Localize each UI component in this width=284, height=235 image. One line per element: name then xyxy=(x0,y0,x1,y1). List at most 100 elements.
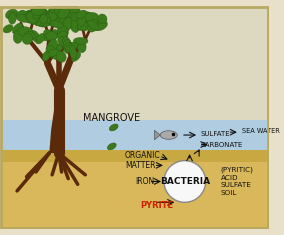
Ellipse shape xyxy=(84,12,92,24)
Ellipse shape xyxy=(29,13,40,24)
Ellipse shape xyxy=(49,11,59,21)
Ellipse shape xyxy=(40,11,47,21)
Polygon shape xyxy=(49,90,64,153)
Ellipse shape xyxy=(59,19,67,28)
Ellipse shape xyxy=(80,12,93,19)
Ellipse shape xyxy=(54,5,62,14)
Ellipse shape xyxy=(63,39,71,53)
Text: CARBONATE: CARBONATE xyxy=(201,141,243,148)
Ellipse shape xyxy=(88,20,99,30)
Ellipse shape xyxy=(3,25,13,33)
Ellipse shape xyxy=(45,12,56,23)
Ellipse shape xyxy=(33,19,45,26)
Ellipse shape xyxy=(47,39,57,53)
Ellipse shape xyxy=(59,2,68,13)
Ellipse shape xyxy=(109,124,118,131)
Text: (PYRITIC)
ACID
SULFATE
SOIL: (PYRITIC) ACID SULFATE SOIL xyxy=(221,167,254,196)
Circle shape xyxy=(164,161,206,202)
Ellipse shape xyxy=(36,33,45,44)
Ellipse shape xyxy=(40,14,47,24)
Ellipse shape xyxy=(49,9,57,23)
Ellipse shape xyxy=(33,10,42,19)
Text: MANGROVE: MANGROVE xyxy=(83,113,140,123)
Ellipse shape xyxy=(29,8,39,18)
Ellipse shape xyxy=(9,12,16,24)
Bar xyxy=(1,153,268,228)
Text: SEA WATER: SEA WATER xyxy=(242,128,279,134)
Ellipse shape xyxy=(53,9,61,21)
Ellipse shape xyxy=(25,11,36,20)
Text: ORGANIC
MATTER: ORGANIC MATTER xyxy=(125,151,161,170)
Ellipse shape xyxy=(88,19,98,32)
Ellipse shape xyxy=(77,20,89,31)
Ellipse shape xyxy=(62,17,72,32)
Ellipse shape xyxy=(57,31,68,39)
Ellipse shape xyxy=(58,36,70,47)
Ellipse shape xyxy=(77,19,87,31)
Bar xyxy=(1,150,268,162)
Ellipse shape xyxy=(59,8,71,19)
Ellipse shape xyxy=(67,4,80,15)
Bar xyxy=(1,7,268,120)
Ellipse shape xyxy=(49,44,63,51)
Ellipse shape xyxy=(16,15,31,22)
Ellipse shape xyxy=(5,9,18,19)
Ellipse shape xyxy=(62,37,72,50)
Ellipse shape xyxy=(62,8,70,20)
Ellipse shape xyxy=(39,8,48,17)
Ellipse shape xyxy=(59,14,74,24)
Ellipse shape xyxy=(48,13,57,22)
Text: SULFATE: SULFATE xyxy=(201,131,231,137)
Ellipse shape xyxy=(19,10,29,21)
Ellipse shape xyxy=(77,15,86,26)
Ellipse shape xyxy=(66,13,76,24)
Text: BACTERIA: BACTERIA xyxy=(160,177,210,186)
Ellipse shape xyxy=(51,20,63,28)
Ellipse shape xyxy=(37,18,52,27)
Ellipse shape xyxy=(71,52,81,61)
Ellipse shape xyxy=(27,12,37,24)
Ellipse shape xyxy=(70,14,78,27)
Ellipse shape xyxy=(62,7,72,16)
Ellipse shape xyxy=(93,21,107,31)
Ellipse shape xyxy=(86,22,97,29)
Ellipse shape xyxy=(76,10,87,19)
Ellipse shape xyxy=(13,30,23,43)
Ellipse shape xyxy=(34,12,44,26)
Ellipse shape xyxy=(16,11,31,21)
Ellipse shape xyxy=(42,51,50,61)
Ellipse shape xyxy=(51,53,63,60)
Text: IRON: IRON xyxy=(135,177,155,186)
Ellipse shape xyxy=(25,31,35,40)
Ellipse shape xyxy=(25,10,32,23)
Ellipse shape xyxy=(47,8,59,19)
Ellipse shape xyxy=(84,12,99,22)
Ellipse shape xyxy=(73,38,88,44)
Ellipse shape xyxy=(22,33,33,44)
Ellipse shape xyxy=(49,5,64,13)
Ellipse shape xyxy=(50,29,58,41)
Ellipse shape xyxy=(70,13,81,21)
Ellipse shape xyxy=(160,131,177,139)
Ellipse shape xyxy=(76,39,86,53)
Ellipse shape xyxy=(58,7,70,19)
Ellipse shape xyxy=(64,42,77,51)
Ellipse shape xyxy=(66,43,78,52)
Ellipse shape xyxy=(69,18,79,32)
Ellipse shape xyxy=(68,13,80,21)
Ellipse shape xyxy=(44,30,55,39)
Text: PYRITE: PYRITE xyxy=(140,201,174,210)
Ellipse shape xyxy=(46,45,57,58)
Bar xyxy=(1,120,268,153)
Ellipse shape xyxy=(47,49,59,57)
Ellipse shape xyxy=(18,27,33,37)
Ellipse shape xyxy=(12,23,23,34)
Ellipse shape xyxy=(107,143,116,150)
Ellipse shape xyxy=(22,14,36,23)
Polygon shape xyxy=(154,130,160,140)
Ellipse shape xyxy=(33,9,47,19)
Ellipse shape xyxy=(32,6,45,15)
Ellipse shape xyxy=(94,19,103,29)
Ellipse shape xyxy=(60,29,68,39)
Ellipse shape xyxy=(54,17,66,26)
